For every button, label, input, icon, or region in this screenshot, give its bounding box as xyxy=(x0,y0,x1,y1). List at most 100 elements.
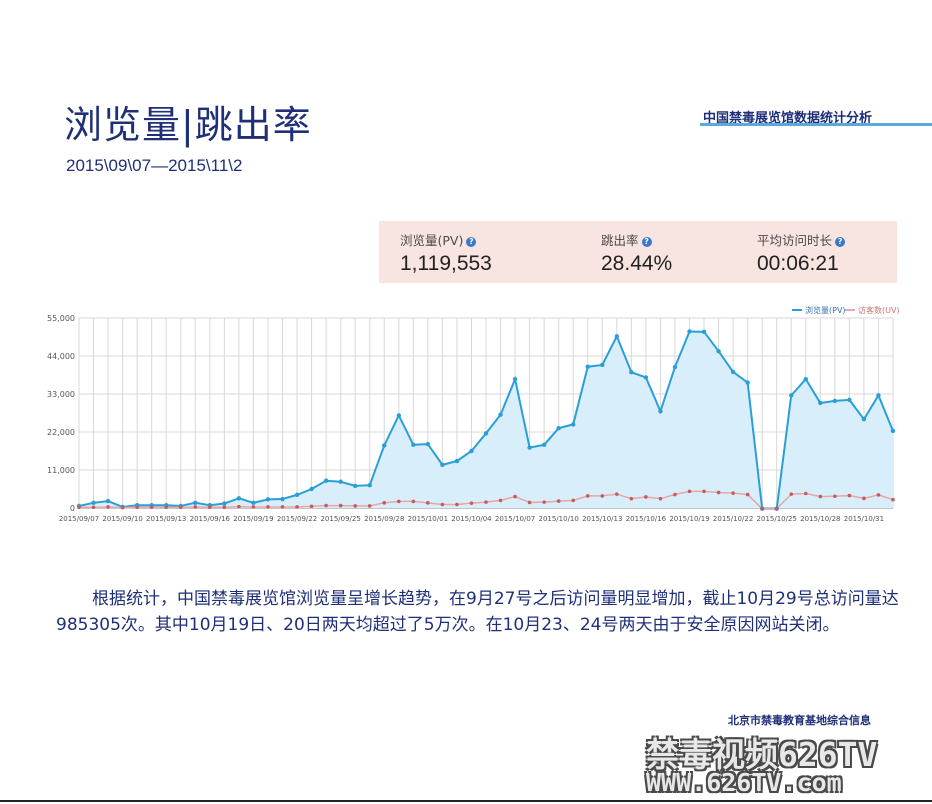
point-pv xyxy=(687,329,692,334)
point-uv xyxy=(295,505,299,509)
point-uv xyxy=(629,496,634,501)
point-pv xyxy=(745,380,750,385)
point-uv xyxy=(600,494,605,498)
help-icon[interactable]: ? xyxy=(835,237,846,247)
point-uv xyxy=(426,501,430,505)
point-pv xyxy=(91,500,96,506)
point-uv xyxy=(484,500,488,504)
point-uv xyxy=(266,505,270,509)
pv-area xyxy=(79,331,893,509)
summary-paragraph: 根据统计，中国禁毒展览馆浏览量呈增长趋势，在9月27号之后访问量明显增加，截止1… xyxy=(56,589,899,635)
org-label: 中国禁毒展览馆数据统计分析 xyxy=(703,111,873,126)
point-pv xyxy=(672,364,678,370)
point-pv xyxy=(701,329,707,335)
x-tick-label: 2015/09/16 xyxy=(190,515,231,523)
stat-bounce-rate-label: 跳出率 xyxy=(601,233,639,248)
point-uv xyxy=(876,493,881,497)
stat-avg-duration-label: 平均访问时长 xyxy=(757,233,833,248)
point-pv xyxy=(222,501,227,506)
point-uv xyxy=(396,499,401,504)
point-uv xyxy=(862,496,866,501)
help-icon[interactable]: ? xyxy=(641,237,652,247)
point-pv xyxy=(309,486,314,492)
page-title: 浏览量|跳出率 xyxy=(64,103,312,147)
point-uv xyxy=(658,496,663,501)
x-tick-label: 2015/10/07 xyxy=(495,515,535,523)
point-uv xyxy=(222,505,227,510)
point-pv xyxy=(789,393,794,398)
point-pv xyxy=(658,409,663,414)
point-uv xyxy=(498,498,503,503)
x-tick-label: 2015/10/01 xyxy=(408,515,448,523)
point-uv xyxy=(149,505,154,510)
point-pv xyxy=(541,442,547,447)
y-tick-label: 22,000 xyxy=(47,428,75,437)
point-pv xyxy=(818,400,823,406)
point-uv xyxy=(106,505,110,509)
point-pv xyxy=(367,483,372,488)
legend-label-pv: 浏览量(PV) xyxy=(805,305,846,315)
point-pv xyxy=(294,492,300,498)
x-tick-label: 2015/10/31 xyxy=(844,515,884,523)
x-tick-label: 2015/09/13 xyxy=(146,515,186,523)
point-uv xyxy=(367,504,372,508)
point-pv xyxy=(629,370,634,375)
point-uv xyxy=(774,506,779,511)
point-pv xyxy=(600,362,605,368)
stat-bounce-rate-value: 28.44% xyxy=(601,252,673,275)
legend-label-uv: 访客数(UV) xyxy=(858,305,900,315)
point-uv xyxy=(455,502,459,507)
point-pv xyxy=(105,498,111,504)
date-range: 2015\09\07—2015\11\2 xyxy=(66,156,243,175)
point-pv xyxy=(614,334,620,339)
help-icon[interactable]: ? xyxy=(466,237,477,247)
x-tick-label: 2015/10/22 xyxy=(713,515,753,523)
point-pv xyxy=(251,500,256,506)
point-uv xyxy=(135,505,139,510)
point-uv xyxy=(847,493,852,498)
watermark-line-1: 禁毒视频626TV xyxy=(646,735,878,774)
point-uv xyxy=(440,502,445,507)
point-pv xyxy=(803,376,808,382)
point-uv xyxy=(164,505,169,510)
point-pv xyxy=(876,393,881,398)
point-pv xyxy=(716,348,721,354)
point-pv xyxy=(847,397,852,403)
point-uv xyxy=(251,505,256,509)
x-tick-label: 2015/09/19 xyxy=(233,515,273,523)
point-uv xyxy=(353,504,357,508)
point-pv xyxy=(498,412,503,417)
org-underline xyxy=(700,123,932,126)
point-uv xyxy=(818,494,823,499)
x-tick-label: 2015/09/10 xyxy=(102,515,142,523)
point-pv xyxy=(512,376,518,382)
point-uv xyxy=(833,494,837,499)
point-uv xyxy=(411,499,416,504)
y-tick-label: 11,000 xyxy=(47,466,75,475)
point-uv xyxy=(193,505,198,509)
watermark-logo: 禁毒视频626TV WWW.626TV.com xyxy=(636,724,932,804)
stat-avg-duration-value: 00:06:21 xyxy=(757,252,839,275)
point-pv xyxy=(265,497,271,502)
x-tick-label: 2015/09/22 xyxy=(277,515,317,523)
point-uv xyxy=(208,505,212,510)
source-label: 北京市禁毒教育基地综合信息 xyxy=(728,714,871,727)
y-tick-label: 55,000 xyxy=(47,314,75,323)
point-uv xyxy=(527,500,532,505)
point-uv xyxy=(760,506,764,511)
x-tick-label: 2015/10/04 xyxy=(451,515,492,523)
point-uv xyxy=(702,489,706,494)
point-pv xyxy=(440,462,445,468)
x-tick-label: 2015/10/19 xyxy=(669,515,709,523)
point-uv xyxy=(382,501,387,505)
watermark-line-2: WWW.626TV.com xyxy=(646,768,842,797)
x-tick-label: 2015/10/13 xyxy=(582,515,622,523)
point-uv xyxy=(644,495,648,499)
point-pv xyxy=(280,496,285,502)
point-pv xyxy=(861,417,867,422)
point-uv xyxy=(91,505,96,510)
point-pv xyxy=(527,445,532,450)
point-pv xyxy=(382,443,387,448)
point-uv xyxy=(803,491,808,496)
point-pv xyxy=(236,496,242,501)
